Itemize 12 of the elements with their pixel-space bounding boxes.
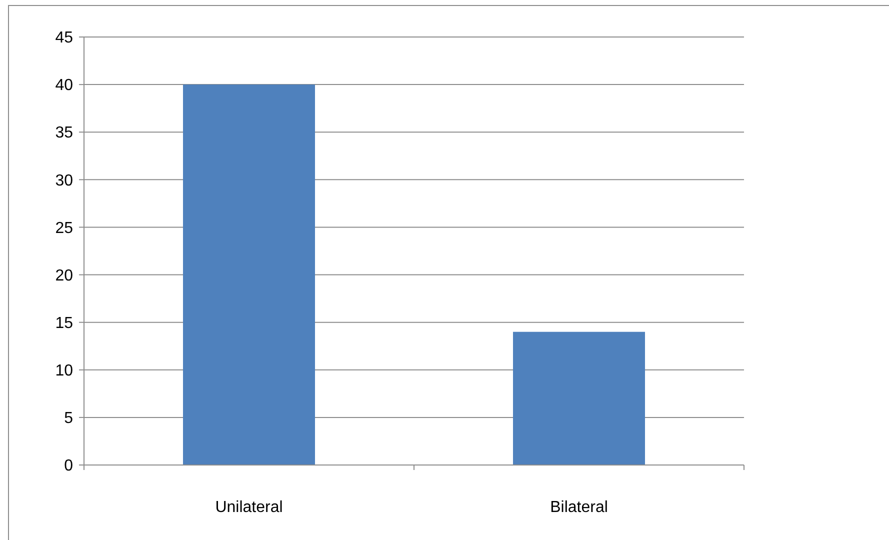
y-tick-label: 15 bbox=[55, 314, 74, 332]
y-tick-label: 10 bbox=[55, 362, 74, 380]
y-tick-label: 20 bbox=[55, 267, 74, 284]
y-tick-label: 5 bbox=[64, 410, 74, 428]
y-tick-label: 0 bbox=[64, 458, 74, 475]
x-tick-label: Bilateral bbox=[550, 499, 608, 516]
y-tick-label: 30 bbox=[55, 172, 74, 190]
y-tick-label: 35 bbox=[55, 124, 74, 142]
y-tick-label: 40 bbox=[55, 77, 74, 94]
x-tick-label: Unilateral bbox=[215, 499, 283, 516]
y-tick-label: 45 bbox=[55, 30, 74, 47]
y-tick-label: 25 bbox=[55, 220, 74, 237]
